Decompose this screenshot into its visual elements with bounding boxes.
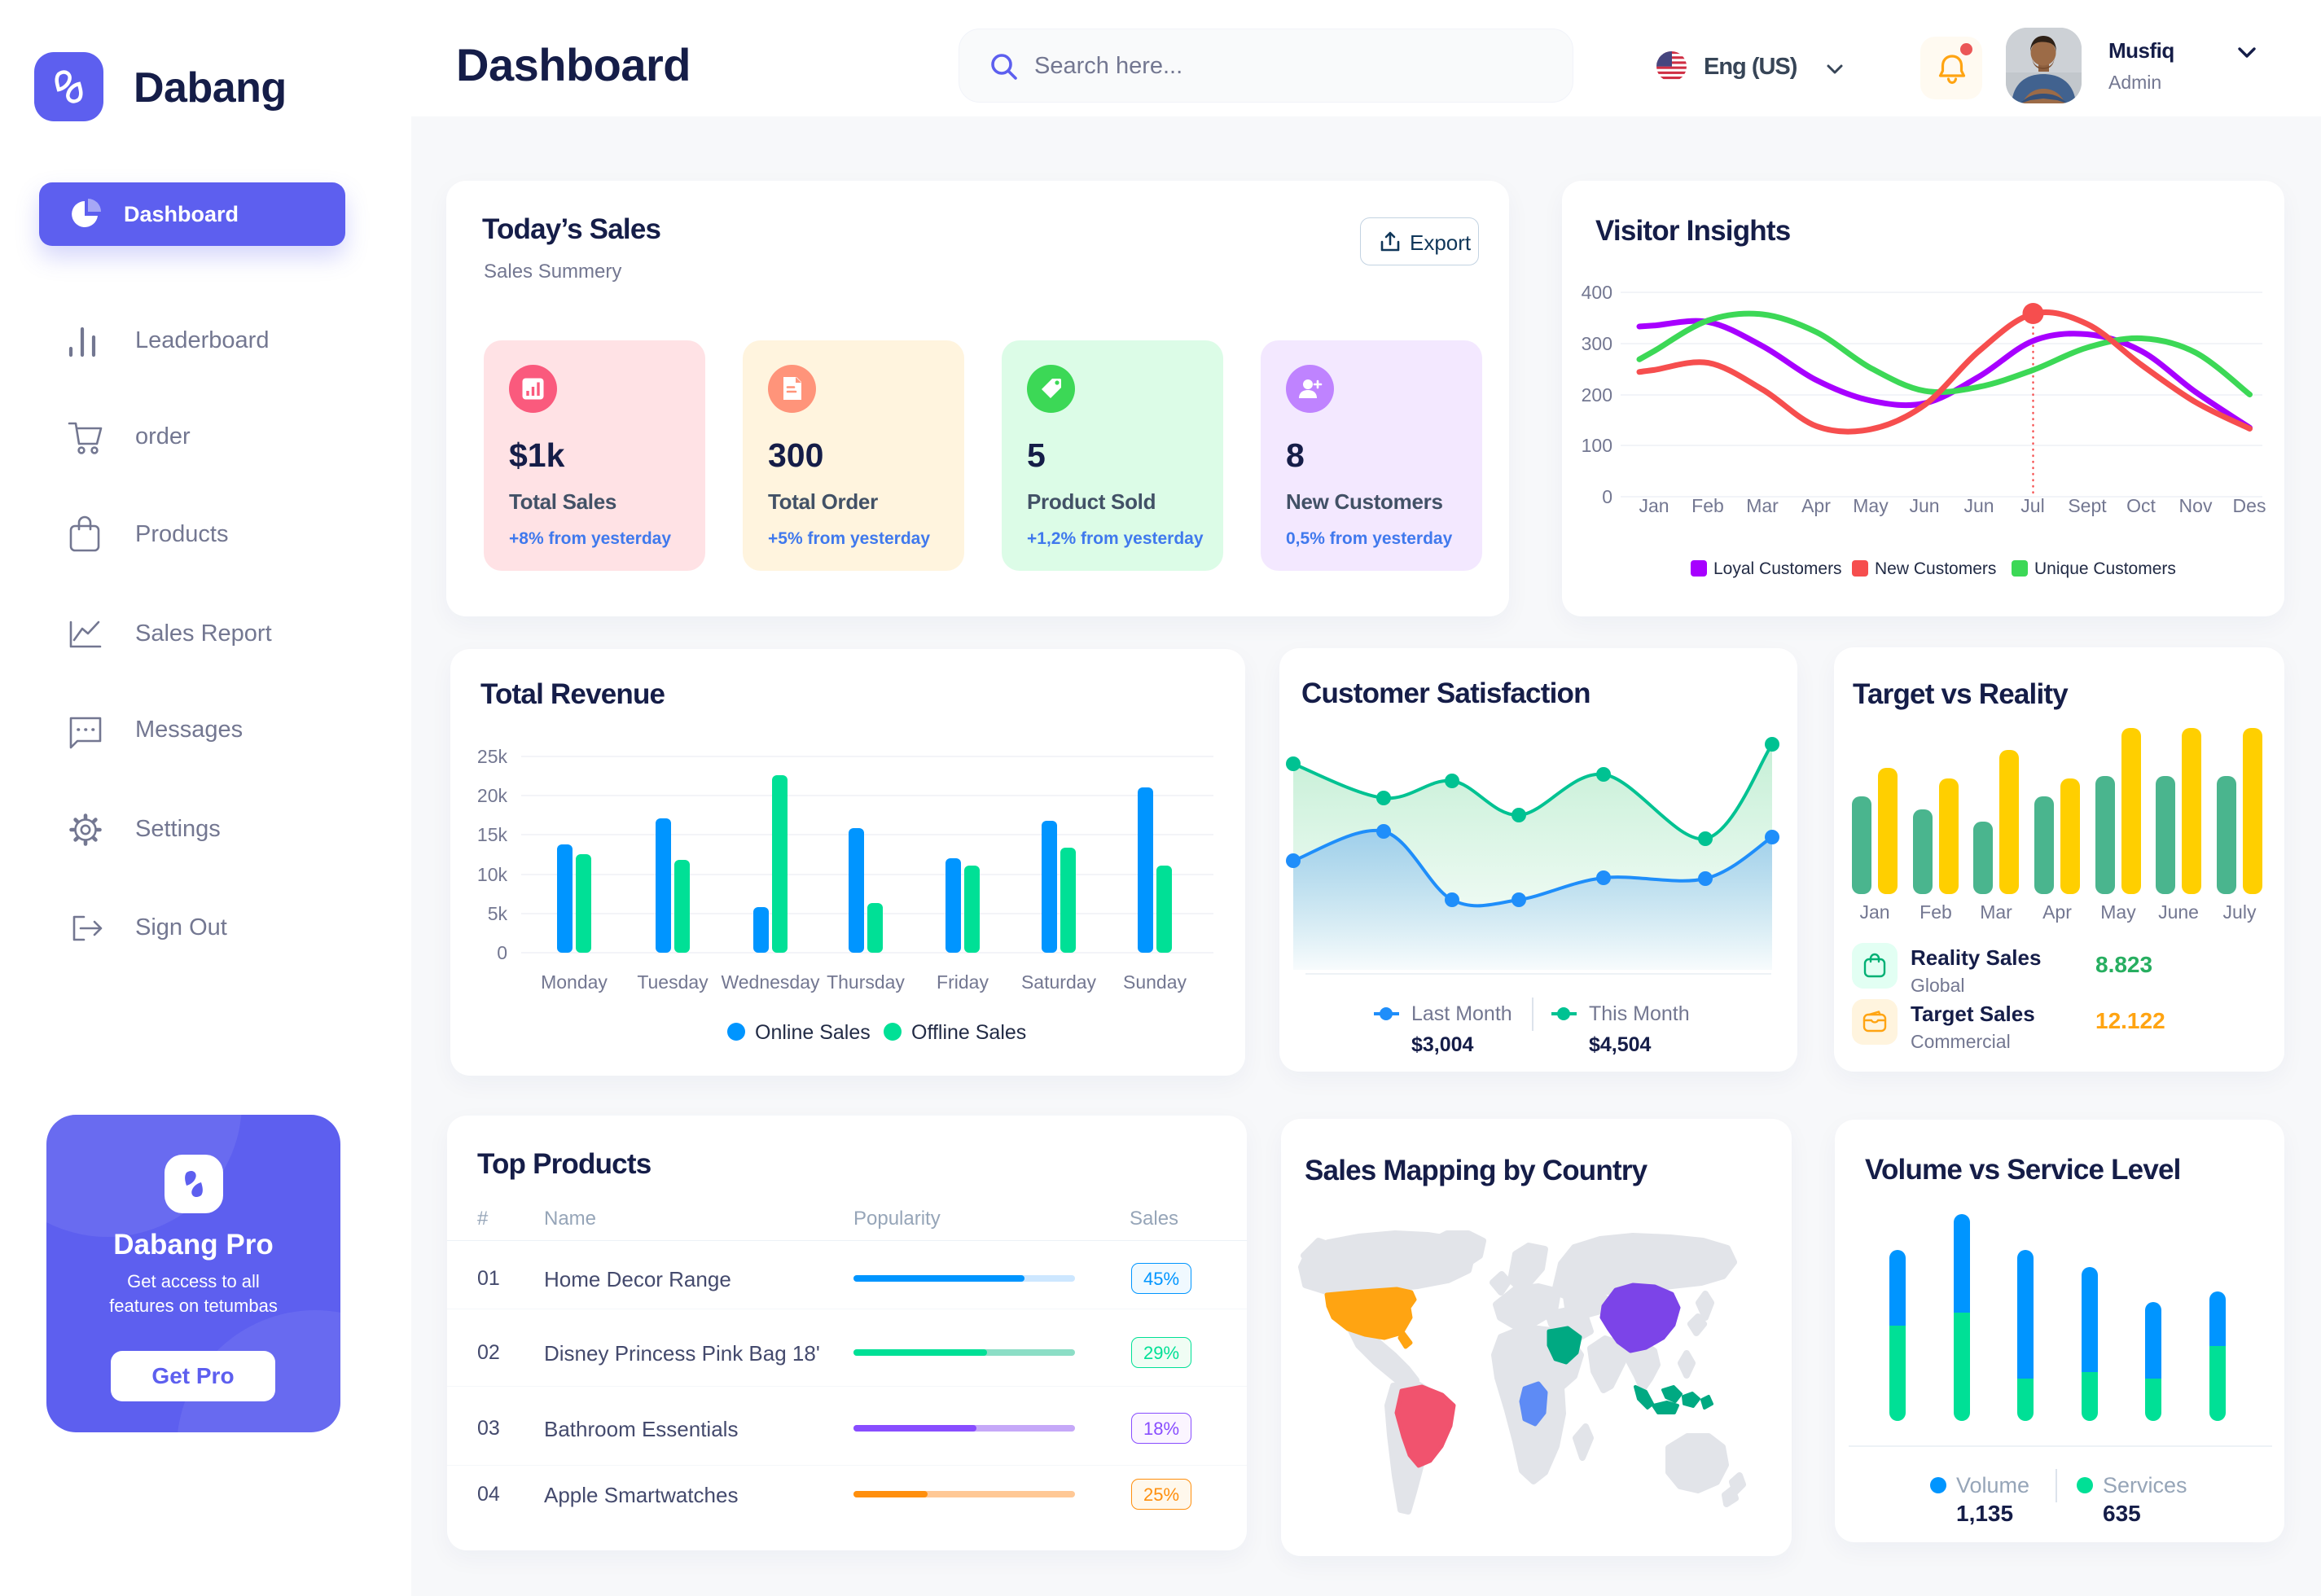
svg-text:Mar: Mar — [1980, 901, 2012, 923]
svg-text:Mar: Mar — [1746, 495, 1779, 516]
svg-text:$4,504: $4,504 — [1589, 1033, 1652, 1056]
svg-text:June: June — [2158, 901, 2199, 923]
svg-text:200: 200 — [1582, 384, 1612, 406]
svg-text:5k: 5k — [488, 903, 508, 924]
svg-text:400: 400 — [1582, 282, 1612, 303]
svg-text:Loyal Customers: Loyal Customers — [1713, 559, 1842, 578]
svg-text:25k: 25k — [477, 746, 508, 767]
svg-text:300: 300 — [1582, 333, 1612, 354]
svg-text:Volume: Volume — [1956, 1473, 2029, 1497]
svg-text:Jan: Jan — [1639, 495, 1669, 516]
svg-text:0: 0 — [1602, 486, 1612, 507]
svg-text:Oct: Oct — [2126, 495, 2156, 516]
svg-text:Services: Services — [2103, 1473, 2187, 1497]
svg-text:635: 635 — [2103, 1501, 2141, 1526]
svg-text:100: 100 — [1582, 435, 1612, 456]
svg-text:1,135: 1,135 — [1956, 1501, 2013, 1526]
svg-text:Sunday: Sunday — [1123, 971, 1187, 993]
svg-text:Apr: Apr — [1801, 495, 1831, 516]
svg-text:Feb: Feb — [1920, 901, 1952, 923]
svg-text:$3,004: $3,004 — [1411, 1033, 1474, 1056]
svg-text:May: May — [2100, 901, 2136, 923]
svg-text:July: July — [2223, 901, 2257, 923]
svg-text:20k: 20k — [477, 785, 508, 806]
svg-text:Monday: Monday — [541, 971, 608, 993]
svg-text:This Month: This Month — [1589, 1002, 1690, 1025]
svg-text:15k: 15k — [477, 824, 508, 845]
svg-text:Feb: Feb — [1691, 495, 1724, 516]
svg-text:Nov: Nov — [2179, 495, 2213, 516]
svg-text:Saturday: Saturday — [1021, 971, 1097, 993]
svg-text:Des: Des — [2233, 495, 2266, 516]
svg-text:Friday: Friday — [937, 971, 989, 993]
svg-text:Thursday: Thursday — [827, 971, 905, 993]
svg-text:0: 0 — [497, 942, 507, 963]
svg-text:Apr: Apr — [2042, 901, 2072, 923]
svg-text:Tuesday: Tuesday — [637, 971, 709, 993]
svg-text:Jan: Jan — [1859, 901, 1889, 923]
svg-text:Wednesday: Wednesday — [721, 971, 820, 993]
svg-text:New Customers: New Customers — [1875, 559, 1996, 578]
svg-text:10k: 10k — [477, 864, 508, 885]
svg-text:Last Month: Last Month — [1411, 1002, 1512, 1025]
svg-text:Jun: Jun — [1963, 495, 1994, 516]
svg-text:Offline Sales: Offline Sales — [911, 1021, 1026, 1044]
svg-text:Jun: Jun — [1909, 495, 1939, 516]
svg-text:May: May — [1853, 495, 1889, 516]
svg-text:Online Sales: Online Sales — [755, 1021, 871, 1044]
svg-text:Sept: Sept — [2068, 495, 2107, 516]
svg-text:Unique Customers: Unique Customers — [2034, 559, 2176, 578]
svg-text:Jul: Jul — [2020, 495, 2044, 516]
